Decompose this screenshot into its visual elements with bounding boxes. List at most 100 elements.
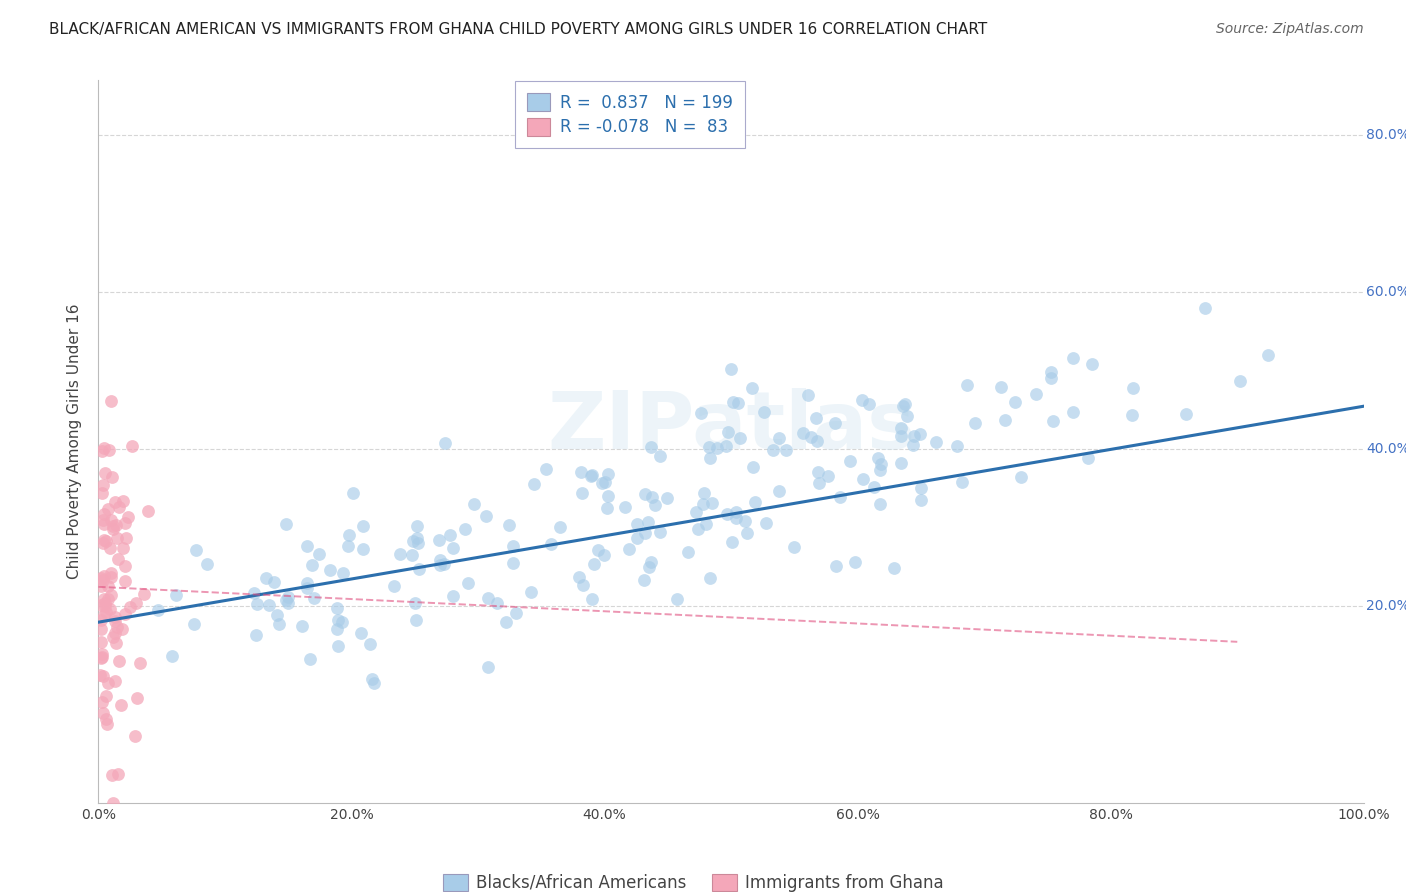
Point xyxy=(910,493,932,508)
Point xyxy=(734,514,756,528)
Point xyxy=(124,730,146,744)
Point xyxy=(1174,407,1197,421)
Point xyxy=(94,466,117,480)
Point xyxy=(1042,414,1064,428)
Point xyxy=(100,566,122,581)
Point xyxy=(946,439,969,453)
Point xyxy=(869,463,891,477)
Point xyxy=(114,607,136,622)
Point xyxy=(94,712,117,726)
Point xyxy=(956,377,979,392)
Point xyxy=(101,470,124,484)
Point xyxy=(101,796,124,810)
Point xyxy=(637,560,659,574)
Point xyxy=(581,592,603,607)
Point xyxy=(363,676,385,690)
Point xyxy=(806,434,828,448)
Point xyxy=(301,558,323,573)
Point xyxy=(650,524,672,539)
Point xyxy=(721,395,744,409)
Point xyxy=(990,379,1012,393)
Point xyxy=(697,441,720,455)
Point xyxy=(741,381,763,395)
Point xyxy=(90,443,112,458)
Point xyxy=(90,571,112,585)
Point xyxy=(648,449,671,463)
Point xyxy=(125,690,148,705)
Point xyxy=(91,573,114,587)
Point xyxy=(595,501,617,516)
Point xyxy=(441,589,464,603)
Point xyxy=(742,459,765,474)
Point xyxy=(91,513,114,527)
Point xyxy=(477,591,499,606)
Legend: Blacks/African Americans, Immigrants from Ghana: Blacks/African Americans, Immigrants fro… xyxy=(434,865,952,892)
Point xyxy=(94,599,117,614)
Point xyxy=(863,480,886,494)
Point xyxy=(1257,348,1279,362)
Text: BLACK/AFRICAN AMERICAN VS IMMIGRANTS FROM GHANA CHILD POVERTY AMONG GIRLS UNDER : BLACK/AFRICAN AMERICAN VS IMMIGRANTS FRO… xyxy=(49,22,987,37)
Point xyxy=(869,457,891,471)
Point xyxy=(103,518,125,533)
Point xyxy=(592,548,614,562)
Point xyxy=(690,406,713,420)
Point xyxy=(752,405,775,419)
Point xyxy=(101,768,124,782)
Point xyxy=(571,485,593,500)
Point xyxy=(259,598,281,612)
Text: 60.0%: 60.0% xyxy=(1367,285,1406,300)
Point xyxy=(495,615,517,629)
Point xyxy=(502,539,524,553)
Point xyxy=(665,591,688,606)
Point xyxy=(98,541,121,556)
Point xyxy=(775,442,797,457)
Text: 40.0%: 40.0% xyxy=(1367,442,1406,457)
Point xyxy=(337,539,360,553)
Point xyxy=(523,476,546,491)
Point xyxy=(963,416,986,430)
Point xyxy=(91,486,114,500)
Point xyxy=(388,547,411,561)
Point xyxy=(1025,387,1047,401)
Point xyxy=(110,698,132,713)
Point xyxy=(405,613,427,627)
Point xyxy=(100,394,122,409)
Point xyxy=(401,548,423,562)
Point xyxy=(97,676,120,690)
Point xyxy=(429,533,451,547)
Point xyxy=(91,650,114,665)
Point xyxy=(93,533,115,547)
Point xyxy=(744,494,766,508)
Point xyxy=(825,558,848,573)
Point xyxy=(359,637,381,651)
Point xyxy=(90,635,112,649)
Point xyxy=(824,416,846,430)
Point xyxy=(792,426,814,441)
Point xyxy=(1062,405,1084,419)
Point xyxy=(117,509,139,524)
Point xyxy=(626,517,648,532)
Point xyxy=(782,540,804,554)
Point xyxy=(720,362,742,376)
Point xyxy=(263,575,285,590)
Point xyxy=(114,559,136,574)
Point xyxy=(93,507,115,521)
Point xyxy=(693,486,716,500)
Point xyxy=(644,498,666,512)
Point xyxy=(633,573,655,587)
Point xyxy=(115,532,138,546)
Point xyxy=(96,501,118,516)
Point xyxy=(429,558,451,572)
Point xyxy=(716,508,738,522)
Point xyxy=(463,497,485,511)
Point xyxy=(540,537,562,551)
Text: 80.0%: 80.0% xyxy=(1367,128,1406,142)
Point xyxy=(993,413,1015,427)
Point xyxy=(1004,394,1026,409)
Point xyxy=(404,596,426,610)
Y-axis label: Child Poverty Among Girls Under 16: Child Poverty Among Girls Under 16 xyxy=(67,304,83,579)
Point xyxy=(457,576,479,591)
Point xyxy=(105,518,128,533)
Point xyxy=(896,409,918,423)
Point xyxy=(454,522,477,536)
